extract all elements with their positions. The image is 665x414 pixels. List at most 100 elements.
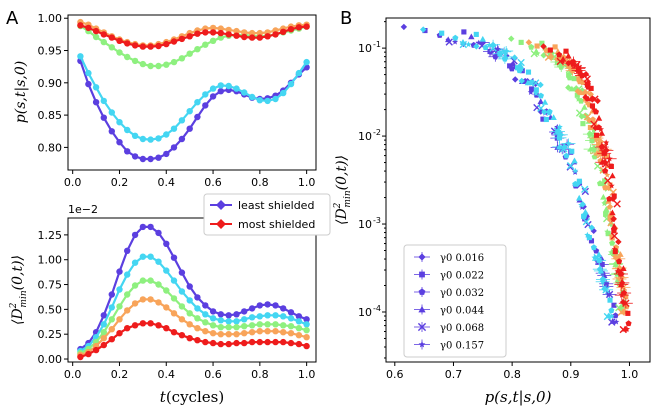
a-top-point xyxy=(194,99,201,106)
b-point xyxy=(514,65,521,71)
a-bottom-frame xyxy=(67,217,317,363)
b-point xyxy=(607,220,615,228)
a-top-point xyxy=(178,35,186,43)
a-bottom-point xyxy=(116,316,123,323)
b-point xyxy=(587,124,593,131)
b-point xyxy=(487,48,493,55)
a-bottom-point xyxy=(194,325,201,332)
b-point xyxy=(537,98,544,104)
a-top-point xyxy=(186,33,193,40)
a-bottom-point xyxy=(155,281,162,288)
a-bottom-point xyxy=(217,331,224,338)
b-ylabel: ⟨D2min(0,t)⟩ xyxy=(333,155,353,225)
b-point xyxy=(586,234,592,241)
b-point xyxy=(511,64,518,70)
b-point xyxy=(578,201,585,208)
a-top-point xyxy=(217,29,224,37)
b-point xyxy=(532,90,539,97)
a-top-line-0 xyxy=(79,60,308,161)
a-top-point xyxy=(225,26,232,34)
b-point xyxy=(565,52,572,59)
b-point xyxy=(607,297,613,303)
b-point xyxy=(619,325,627,334)
a-bottom-point xyxy=(163,267,170,274)
a-top-point xyxy=(256,34,263,41)
b-ytick-label: 10 xyxy=(358,130,372,143)
b-xtick-label: 0.6 xyxy=(386,368,404,381)
a-bottom-point xyxy=(85,350,92,358)
b-ytick-exponent: -4 xyxy=(373,304,381,313)
a-top-point xyxy=(170,58,178,66)
a-top-point xyxy=(248,93,256,101)
b-point xyxy=(606,155,613,162)
a-top-point xyxy=(163,40,170,48)
b-point xyxy=(577,70,585,77)
b-point xyxy=(590,244,597,251)
b-point xyxy=(537,104,545,112)
b-point xyxy=(581,185,589,193)
a-bottom-point xyxy=(303,316,310,323)
b-point xyxy=(610,232,619,240)
b-point xyxy=(508,35,515,42)
b-point xyxy=(537,81,544,89)
b-point xyxy=(569,148,575,154)
b-legend-label: γ0 0.022 xyxy=(440,271,484,282)
b-point xyxy=(553,127,561,135)
b-point xyxy=(568,85,576,92)
b-point xyxy=(581,103,588,110)
a-bottom-point xyxy=(170,310,178,317)
a-top-point xyxy=(202,41,209,48)
a-top-point xyxy=(217,25,224,32)
b-point xyxy=(601,200,608,207)
a-top-point xyxy=(116,37,123,44)
a-bottom-point xyxy=(256,328,263,335)
b-point xyxy=(543,116,549,123)
a-top-point xyxy=(248,34,256,41)
a-top-series-group xyxy=(77,18,310,163)
b-point xyxy=(591,106,598,113)
a-bottom-point xyxy=(155,299,162,306)
b-point xyxy=(518,65,525,72)
b-xtick-label: 1.0 xyxy=(621,368,639,381)
b-point xyxy=(602,160,610,168)
b-point xyxy=(615,256,621,262)
b-point xyxy=(556,123,563,130)
b-point xyxy=(529,86,535,92)
a-bottom-point xyxy=(264,338,271,346)
b-point xyxy=(537,92,544,99)
b-point xyxy=(602,178,608,184)
b-point xyxy=(439,30,445,36)
a-top-point xyxy=(264,33,271,40)
a-top-point xyxy=(139,155,147,163)
a-bottom-point xyxy=(295,313,303,320)
a-bottom-ylabel: ⟨D2min(0,t)⟩ xyxy=(9,255,29,325)
b-point xyxy=(565,140,572,147)
b-point xyxy=(592,124,599,132)
a-top-point xyxy=(163,150,170,158)
a-bottom-xtick-label: 1.0 xyxy=(298,368,316,381)
a-bottom-ytick-label: 0.00 xyxy=(38,353,63,366)
b-point xyxy=(608,307,615,313)
b-point xyxy=(544,53,553,61)
a-bottom-xtick-label: 0.2 xyxy=(111,368,129,381)
a-top-ytick-label: 0.85 xyxy=(38,109,63,122)
a-bottom-point xyxy=(248,329,256,336)
b-point xyxy=(619,303,626,310)
a-bottom-point xyxy=(170,277,178,284)
b-point xyxy=(527,89,534,95)
a-top-point xyxy=(303,23,310,30)
a-bottom-point xyxy=(124,325,131,332)
a-bottom-point xyxy=(124,307,131,314)
a-bottom-point xyxy=(186,335,193,342)
a-bottom-point xyxy=(295,340,303,348)
b-point xyxy=(575,64,582,71)
b-point xyxy=(582,70,590,78)
b-point xyxy=(486,41,493,48)
b-point xyxy=(465,41,472,48)
a-bottom-point xyxy=(248,338,256,346)
a-bottom-offset-label: 1e−2 xyxy=(68,203,98,216)
b-legend-label: γ0 0.032 xyxy=(440,288,484,299)
b-point xyxy=(604,176,612,185)
b-point xyxy=(588,224,595,231)
a-top-point xyxy=(124,40,131,47)
